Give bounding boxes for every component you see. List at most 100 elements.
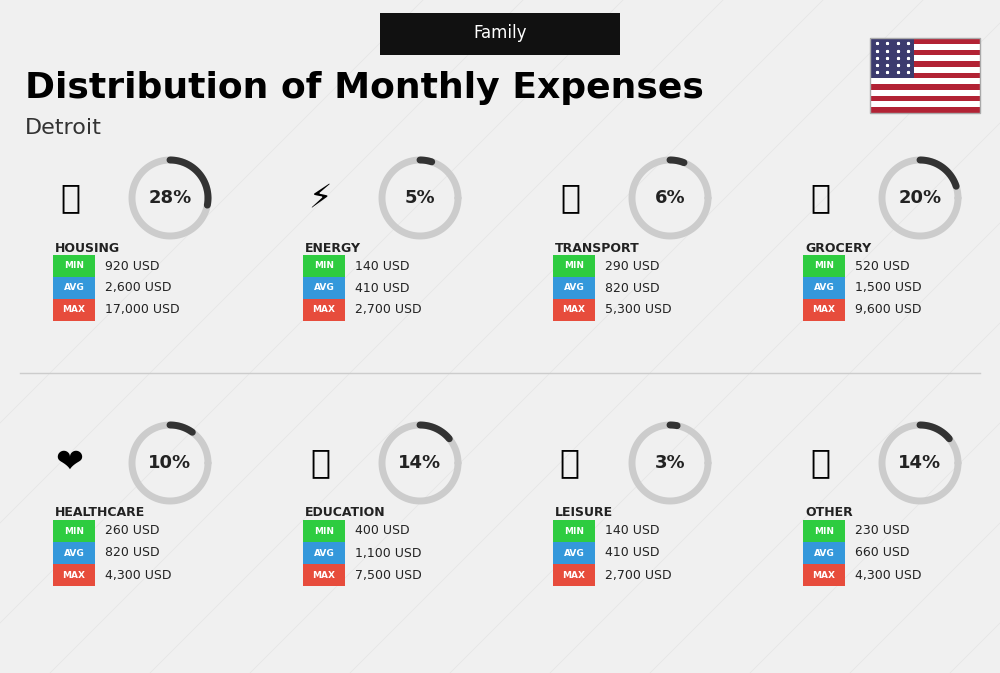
Text: 5,300 USD: 5,300 USD bbox=[605, 304, 672, 316]
Text: 10%: 10% bbox=[148, 454, 192, 472]
Text: MIN: MIN bbox=[814, 526, 834, 536]
Text: 230 USD: 230 USD bbox=[855, 524, 910, 538]
FancyBboxPatch shape bbox=[53, 542, 95, 564]
Text: 14%: 14% bbox=[898, 454, 942, 472]
Text: Family: Family bbox=[473, 24, 527, 42]
Text: AVG: AVG bbox=[564, 548, 584, 557]
Text: 7,500 USD: 7,500 USD bbox=[355, 569, 422, 581]
FancyBboxPatch shape bbox=[553, 564, 595, 586]
FancyBboxPatch shape bbox=[553, 277, 595, 299]
FancyBboxPatch shape bbox=[803, 277, 845, 299]
Text: MIN: MIN bbox=[64, 262, 84, 271]
FancyBboxPatch shape bbox=[870, 96, 980, 102]
FancyBboxPatch shape bbox=[870, 38, 914, 78]
Text: HOUSING: HOUSING bbox=[55, 242, 120, 254]
Text: 4,300 USD: 4,300 USD bbox=[855, 569, 922, 581]
Text: 520 USD: 520 USD bbox=[855, 260, 910, 273]
Text: 1,100 USD: 1,100 USD bbox=[355, 546, 422, 559]
Text: 5%: 5% bbox=[405, 189, 435, 207]
FancyBboxPatch shape bbox=[553, 255, 595, 277]
Text: 17,000 USD: 17,000 USD bbox=[105, 304, 180, 316]
FancyBboxPatch shape bbox=[303, 520, 345, 542]
FancyBboxPatch shape bbox=[303, 277, 345, 299]
Text: EDUCATION: EDUCATION bbox=[305, 507, 386, 520]
Text: AVG: AVG bbox=[64, 548, 84, 557]
Text: 2,700 USD: 2,700 USD bbox=[355, 304, 422, 316]
Text: MAX: MAX bbox=[812, 306, 836, 314]
Text: AVG: AVG bbox=[64, 283, 84, 293]
FancyBboxPatch shape bbox=[303, 255, 345, 277]
FancyBboxPatch shape bbox=[870, 107, 980, 113]
FancyBboxPatch shape bbox=[380, 13, 620, 55]
FancyBboxPatch shape bbox=[803, 542, 845, 564]
FancyBboxPatch shape bbox=[53, 277, 95, 299]
FancyBboxPatch shape bbox=[870, 38, 980, 44]
Text: ❤️: ❤️ bbox=[56, 446, 84, 479]
Text: TRANSPORT: TRANSPORT bbox=[555, 242, 640, 254]
Text: AVG: AVG bbox=[314, 283, 334, 293]
Text: 🚌: 🚌 bbox=[560, 182, 580, 215]
FancyBboxPatch shape bbox=[870, 50, 980, 55]
FancyBboxPatch shape bbox=[870, 67, 980, 73]
FancyBboxPatch shape bbox=[870, 102, 980, 107]
FancyBboxPatch shape bbox=[870, 78, 980, 84]
Text: 820 USD: 820 USD bbox=[105, 546, 160, 559]
Text: 6%: 6% bbox=[655, 189, 685, 207]
FancyBboxPatch shape bbox=[803, 255, 845, 277]
Text: 920 USD: 920 USD bbox=[105, 260, 160, 273]
Text: 290 USD: 290 USD bbox=[605, 260, 660, 273]
Text: MAX: MAX bbox=[312, 571, 336, 579]
Text: AVG: AVG bbox=[814, 283, 834, 293]
Text: MAX: MAX bbox=[62, 306, 86, 314]
Text: MIN: MIN bbox=[64, 526, 84, 536]
Text: 🛍️: 🛍️ bbox=[560, 446, 580, 479]
Text: AVG: AVG bbox=[814, 548, 834, 557]
Text: 400 USD: 400 USD bbox=[355, 524, 410, 538]
FancyBboxPatch shape bbox=[553, 542, 595, 564]
FancyBboxPatch shape bbox=[803, 564, 845, 586]
Text: 28%: 28% bbox=[148, 189, 192, 207]
FancyBboxPatch shape bbox=[303, 542, 345, 564]
FancyBboxPatch shape bbox=[53, 255, 95, 277]
Text: 410 USD: 410 USD bbox=[355, 281, 410, 295]
Text: 820 USD: 820 USD bbox=[605, 281, 660, 295]
Text: MAX: MAX bbox=[562, 306, 586, 314]
Text: Distribution of Monthly Expenses: Distribution of Monthly Expenses bbox=[25, 71, 704, 105]
FancyBboxPatch shape bbox=[870, 90, 980, 96]
FancyBboxPatch shape bbox=[53, 564, 95, 586]
FancyBboxPatch shape bbox=[553, 520, 595, 542]
Text: 9,600 USD: 9,600 USD bbox=[855, 304, 922, 316]
Text: 140 USD: 140 USD bbox=[355, 260, 410, 273]
Text: MAX: MAX bbox=[312, 306, 336, 314]
Text: 2,700 USD: 2,700 USD bbox=[605, 569, 672, 581]
Text: 140 USD: 140 USD bbox=[605, 524, 660, 538]
Text: HEALTHCARE: HEALTHCARE bbox=[55, 507, 145, 520]
Text: MIN: MIN bbox=[564, 526, 584, 536]
Text: MIN: MIN bbox=[814, 262, 834, 271]
FancyBboxPatch shape bbox=[870, 55, 980, 61]
Text: 3%: 3% bbox=[655, 454, 685, 472]
Text: 20%: 20% bbox=[898, 189, 942, 207]
Text: ⚡: ⚡ bbox=[308, 182, 332, 215]
Text: ENERGY: ENERGY bbox=[305, 242, 361, 254]
Text: MAX: MAX bbox=[812, 571, 836, 579]
FancyBboxPatch shape bbox=[53, 520, 95, 542]
Text: MIN: MIN bbox=[314, 262, 334, 271]
Text: AVG: AVG bbox=[314, 548, 334, 557]
FancyBboxPatch shape bbox=[870, 73, 980, 78]
Text: 1,500 USD: 1,500 USD bbox=[855, 281, 922, 295]
FancyBboxPatch shape bbox=[870, 61, 980, 67]
FancyBboxPatch shape bbox=[803, 520, 845, 542]
Text: 🎓: 🎓 bbox=[310, 446, 330, 479]
Text: MAX: MAX bbox=[562, 571, 586, 579]
Text: 2,600 USD: 2,600 USD bbox=[105, 281, 172, 295]
Text: 4,300 USD: 4,300 USD bbox=[105, 569, 172, 581]
FancyBboxPatch shape bbox=[53, 299, 95, 321]
Text: 🛒: 🛒 bbox=[810, 182, 830, 215]
Text: MIN: MIN bbox=[314, 526, 334, 536]
Text: OTHER: OTHER bbox=[805, 507, 853, 520]
Text: 660 USD: 660 USD bbox=[855, 546, 910, 559]
Text: GROCERY: GROCERY bbox=[805, 242, 871, 254]
Text: AVG: AVG bbox=[564, 283, 584, 293]
FancyBboxPatch shape bbox=[803, 299, 845, 321]
